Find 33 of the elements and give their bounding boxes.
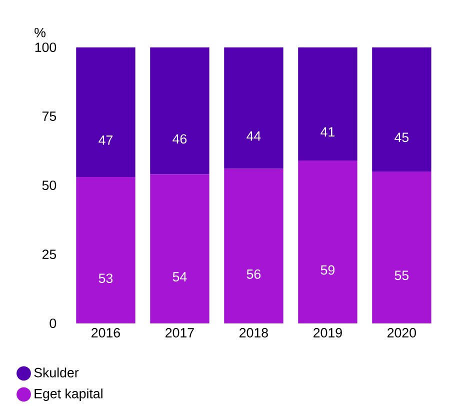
bar — [224, 47, 284, 169]
data-label: 59 — [320, 265, 334, 275]
data-label: 47 — [98, 136, 112, 145]
bar — [150, 174, 210, 324]
y-tick-label: 75 — [42, 112, 56, 121]
bar — [76, 177, 136, 324]
data-label: 44 — [246, 131, 261, 141]
legend-label: Eget kapital — [34, 388, 102, 401]
x-tick-label: 2020 — [388, 328, 416, 338]
data-label: 55 — [394, 270, 409, 280]
legend-label: Skulder — [34, 368, 79, 378]
bar — [372, 172, 432, 324]
x-tick-label: 2017 — [166, 328, 194, 338]
y-tick-label: 100 — [35, 42, 56, 52]
bar — [372, 47, 432, 172]
y-tick-label: 50 — [42, 180, 56, 190]
bar — [224, 168, 284, 324]
data-label: 56 — [246, 269, 261, 279]
data-label: 41 — [320, 127, 334, 136]
y-tick-label: 25 — [42, 250, 56, 260]
x-tick-label: 2018 — [240, 328, 268, 338]
bar — [298, 47, 358, 160]
x-tick-label: 2016 — [92, 328, 120, 338]
y-axis-title: % — [34, 28, 46, 38]
y-tick-label: 0 — [50, 318, 56, 328]
data-label: 45 — [394, 132, 409, 142]
data-label: 46 — [172, 134, 187, 144]
bar — [298, 160, 358, 324]
bar — [76, 47, 136, 178]
x-tick-label: 2019 — [314, 328, 342, 338]
data-label: 53 — [98, 274, 113, 284]
bar — [150, 47, 210, 174]
data-label: 54 — [172, 272, 187, 282]
